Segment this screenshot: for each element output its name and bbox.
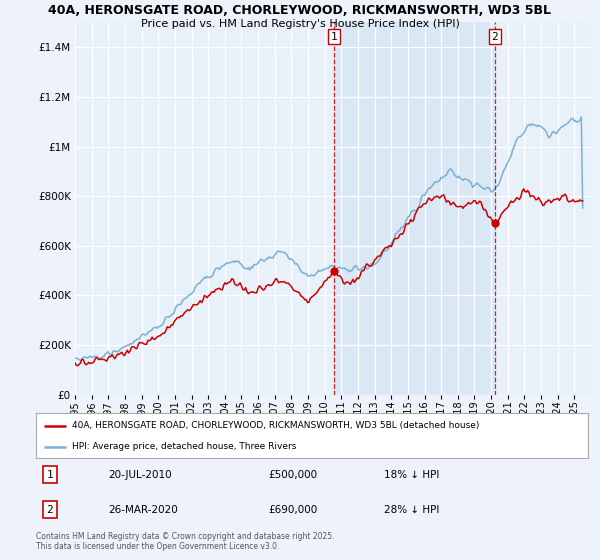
Text: Contains HM Land Registry data © Crown copyright and database right 2025.
This d: Contains HM Land Registry data © Crown c… <box>36 532 335 552</box>
Text: 40A, HERONSGATE ROAD, CHORLEYWOOD, RICKMANSWORTH, WD3 5BL (detached house): 40A, HERONSGATE ROAD, CHORLEYWOOD, RICKM… <box>72 421 479 430</box>
Text: 18% ↓ HPI: 18% ↓ HPI <box>384 470 439 479</box>
Text: 1: 1 <box>46 470 53 479</box>
Text: 40A, HERONSGATE ROAD, CHORLEYWOOD, RICKMANSWORTH, WD3 5BL: 40A, HERONSGATE ROAD, CHORLEYWOOD, RICKM… <box>49 4 551 17</box>
Text: 26-MAR-2020: 26-MAR-2020 <box>108 505 178 515</box>
Text: £500,000: £500,000 <box>268 470 317 479</box>
Text: £690,000: £690,000 <box>268 505 317 515</box>
Text: 1: 1 <box>331 32 337 41</box>
Bar <box>334 22 495 395</box>
Text: 20-JUL-2010: 20-JUL-2010 <box>108 470 172 479</box>
Text: Price paid vs. HM Land Registry's House Price Index (HPI): Price paid vs. HM Land Registry's House … <box>140 19 460 29</box>
Text: 2: 2 <box>491 32 499 41</box>
Text: 2: 2 <box>46 505 53 515</box>
Text: HPI: Average price, detached house, Three Rivers: HPI: Average price, detached house, Thre… <box>72 442 296 451</box>
Text: 28% ↓ HPI: 28% ↓ HPI <box>384 505 439 515</box>
